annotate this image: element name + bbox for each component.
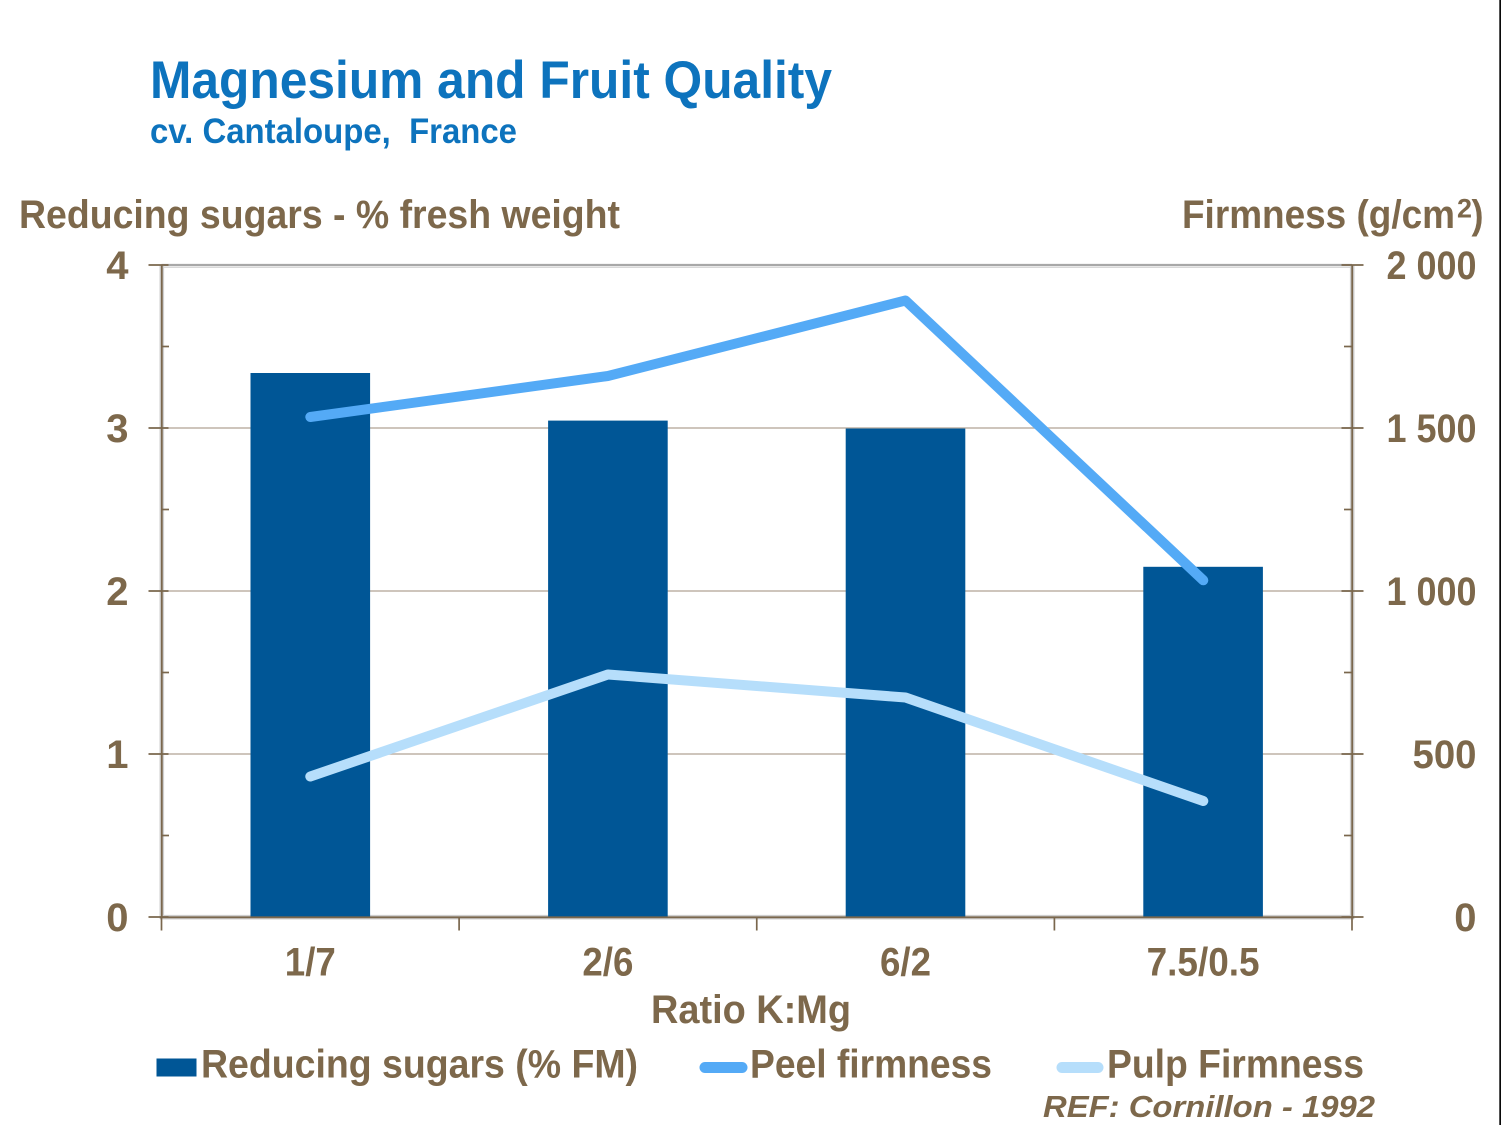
svg-text:2: 2 (106, 570, 128, 614)
svg-text:0: 0 (106, 896, 128, 940)
svg-text:): ) (1472, 193, 1484, 237)
svg-text:4: 4 (106, 244, 129, 288)
svg-text:REF: Cornillon - 1992: REF: Cornillon - 1992 (1043, 1089, 1375, 1124)
svg-text:Magnesium and Fruit Quality: Magnesium and Fruit Quality (150, 51, 832, 110)
svg-text:Firmness (g/cm: Firmness (g/cm (1182, 193, 1455, 237)
svg-text:1 500: 1 500 (1387, 407, 1477, 451)
svg-text:3: 3 (106, 407, 128, 451)
svg-text:Peel firmness: Peel firmness (750, 1043, 992, 1087)
svg-text:1 000: 1 000 (1387, 570, 1477, 614)
svg-text:cv. Cantaloupe, France: cv. Cantaloupe, France (150, 112, 517, 151)
svg-text:0: 0 (1454, 896, 1476, 940)
svg-text:2 000: 2 000 (1387, 244, 1477, 288)
svg-text:Ratio K:Mg: Ratio K:Mg (651, 988, 851, 1032)
svg-text:Reducing sugars - % fresh weig: Reducing sugars - % fresh weight (19, 193, 620, 237)
svg-text:500: 500 (1413, 733, 1477, 777)
svg-text:6/2: 6/2 (880, 941, 931, 985)
svg-text:Pulp Firmness: Pulp Firmness (1107, 1043, 1364, 1087)
svg-text:1: 1 (106, 733, 128, 777)
svg-text:2: 2 (1457, 194, 1472, 224)
svg-text:2/6: 2/6 (582, 941, 633, 985)
svg-text:Reducing sugars (% FM): Reducing sugars (% FM) (201, 1043, 638, 1087)
svg-text:1/7: 1/7 (285, 941, 336, 985)
svg-text:7.5/0.5: 7.5/0.5 (1147, 941, 1260, 985)
